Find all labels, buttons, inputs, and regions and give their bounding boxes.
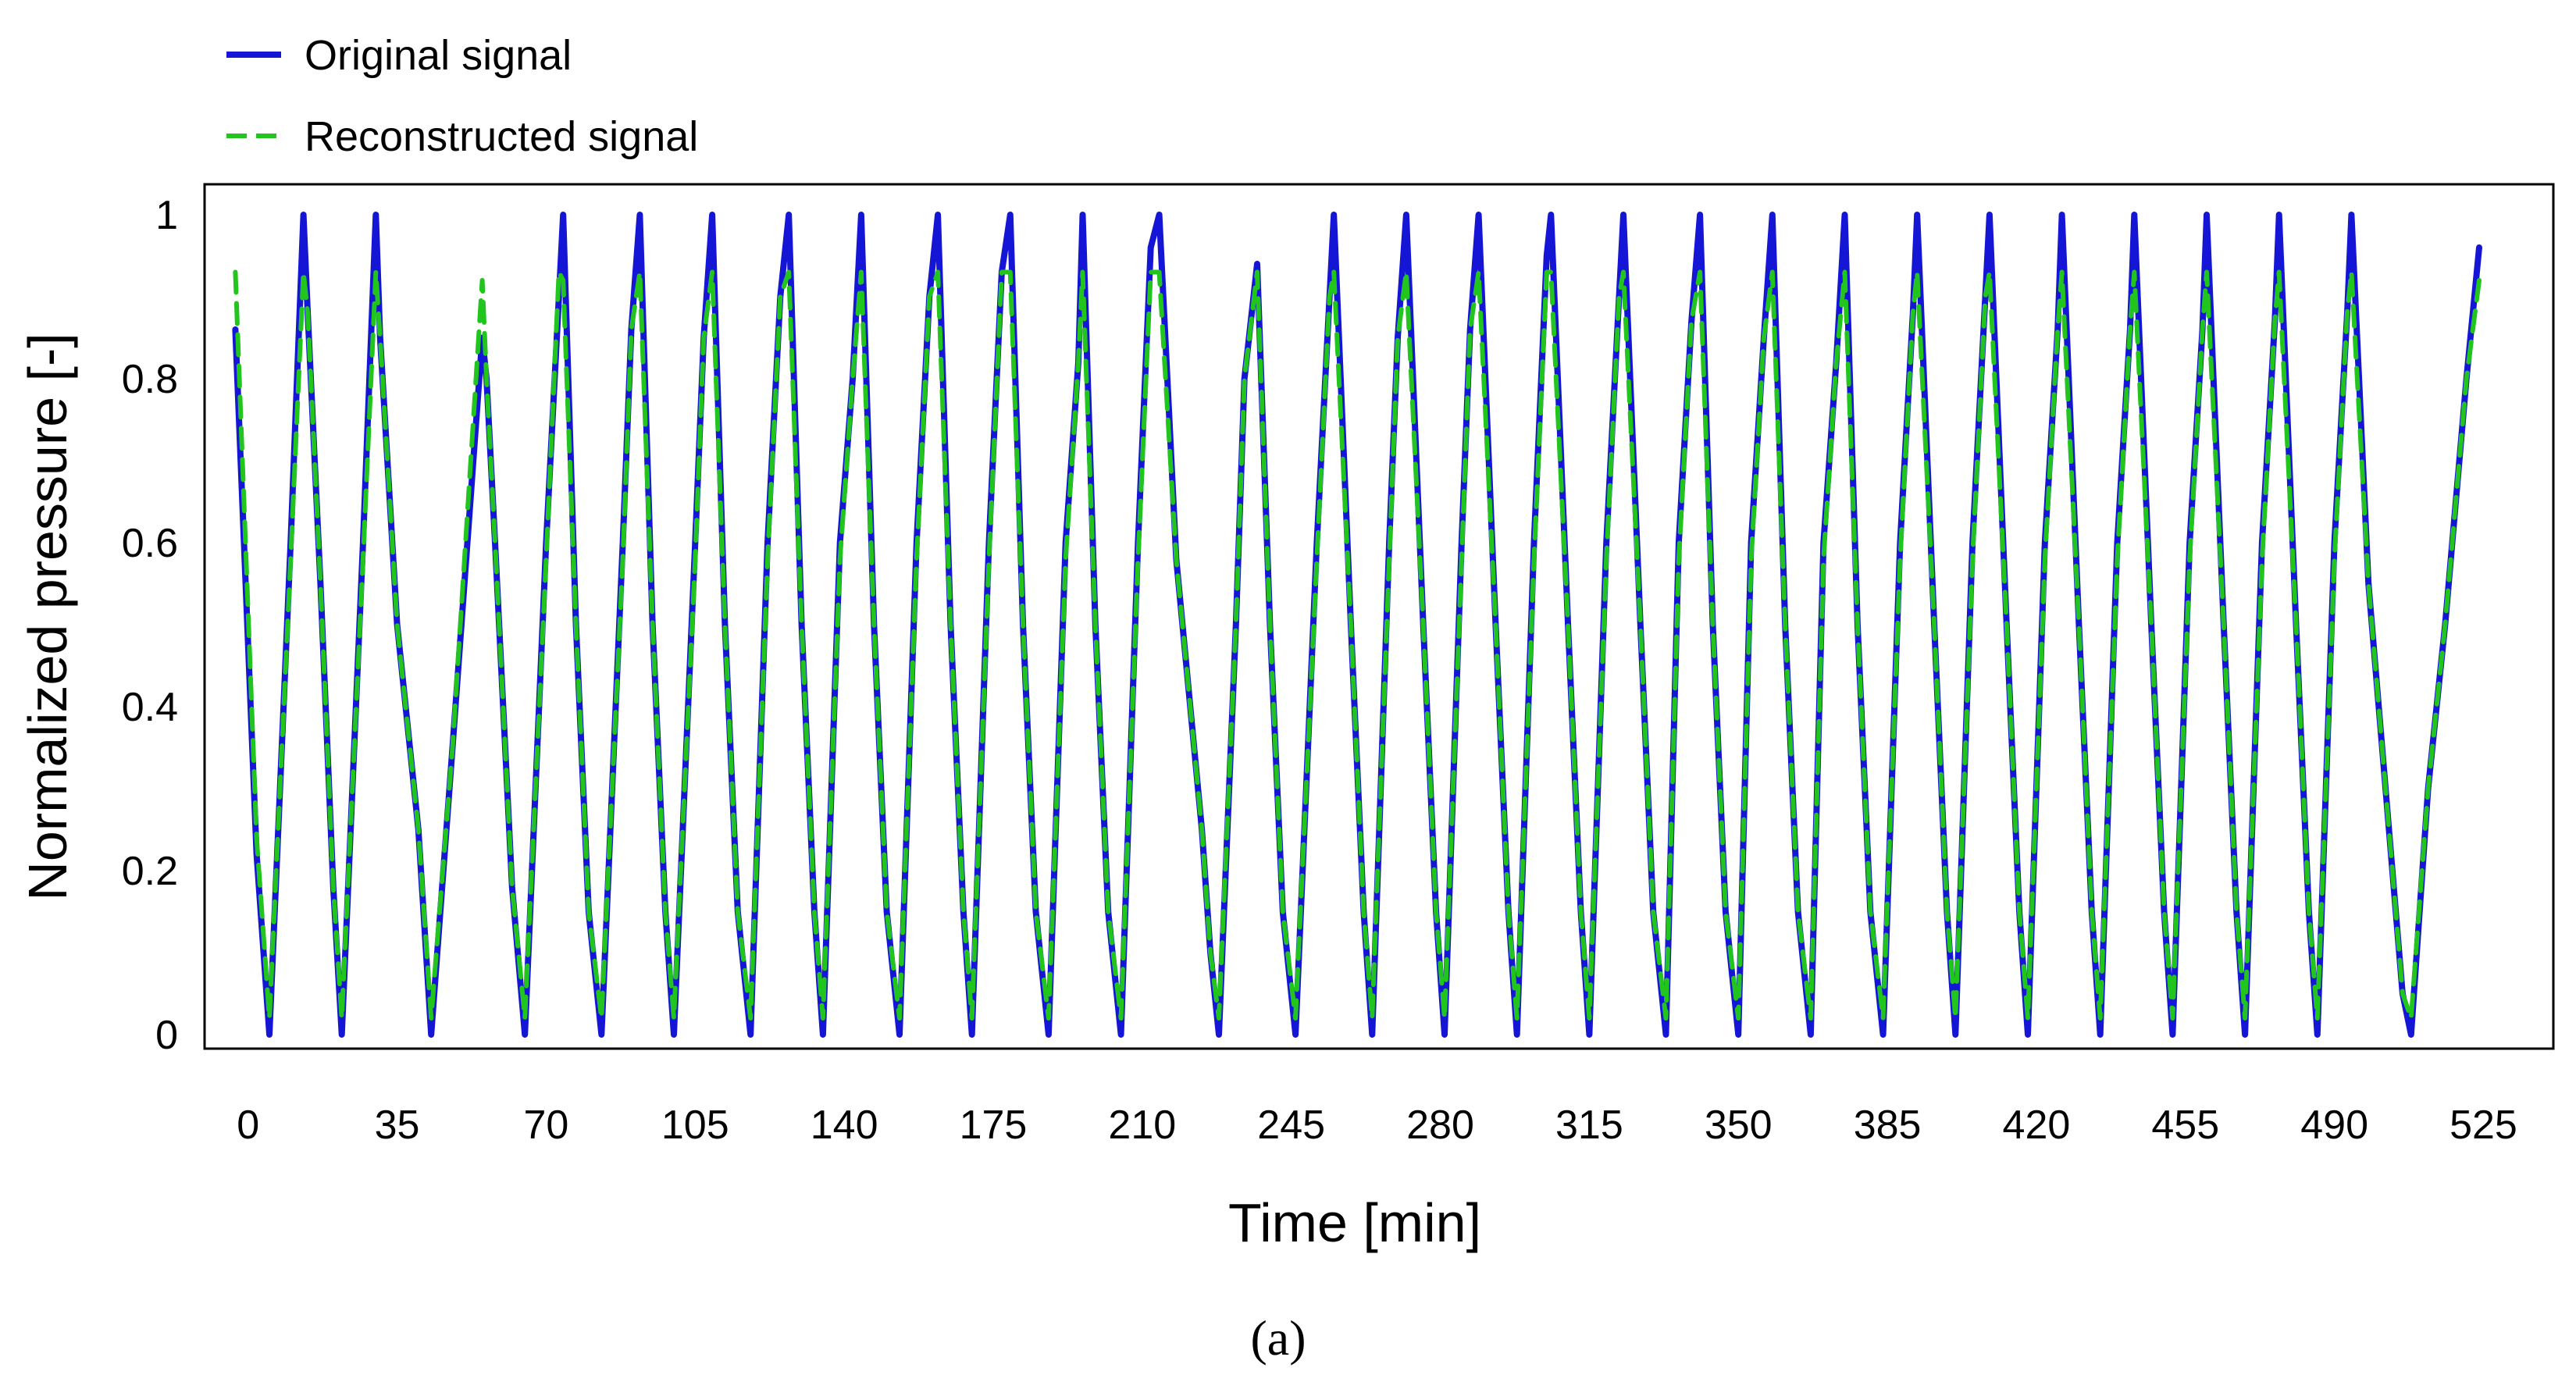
x-tick-label: 105 bbox=[661, 1103, 729, 1148]
y-tick-label: 0.4 bbox=[122, 685, 178, 730]
x-tick-label: 245 bbox=[1257, 1103, 1325, 1148]
x-tick-label: 490 bbox=[2300, 1103, 2368, 1148]
x-tick-label: 525 bbox=[2450, 1103, 2517, 1148]
x-tick-label: 280 bbox=[1406, 1103, 1474, 1148]
x-tick-label: 315 bbox=[1555, 1103, 1623, 1148]
x-tick-label: 350 bbox=[1705, 1103, 1773, 1148]
x-tick-label: 385 bbox=[1854, 1103, 1922, 1148]
panel-label: (a) bbox=[1250, 1310, 1306, 1366]
y-tick-label: 0 bbox=[155, 1013, 178, 1058]
x-tick-label: 210 bbox=[1108, 1103, 1176, 1148]
x-tick-label: 175 bbox=[960, 1103, 1028, 1148]
x-tick-label: 70 bbox=[523, 1103, 568, 1148]
y-tick-label: 0.6 bbox=[122, 521, 178, 566]
y-tick-label: 0.8 bbox=[122, 357, 178, 402]
x-tick-label: 455 bbox=[2151, 1103, 2219, 1148]
x-axis-label: Time [min] bbox=[1228, 1192, 1481, 1253]
legend-label-original: Original signal bbox=[305, 32, 572, 79]
legend-label-reconstructed: Reconstructed signal bbox=[305, 113, 698, 160]
legend: Original signal Reconstructed signal bbox=[226, 32, 698, 160]
x-tick-label: 140 bbox=[811, 1103, 878, 1148]
series-reconstructed-line bbox=[233, 269, 2482, 1021]
x-tick-label: 35 bbox=[375, 1103, 420, 1148]
series-original-line bbox=[232, 212, 2482, 1038]
x-tick-label: 420 bbox=[2003, 1103, 2071, 1148]
plot-frame bbox=[203, 183, 2555, 1050]
x-axis-ticks: 0 35 70 105 140 175 210 245 280 315 350 385 420 455 49… bbox=[237, 1103, 2517, 1148]
y-axis-label: Normalized pressure [-] bbox=[17, 333, 78, 900]
series-layer bbox=[232, 212, 2482, 1038]
y-tick-label: 1 bbox=[155, 193, 178, 238]
y-tick-label: 0.2 bbox=[122, 849, 178, 894]
x-tick-label: 0 bbox=[237, 1103, 259, 1148]
y-axis-ticks: 0 0.2 0.4 0.6 0.8 1 bbox=[122, 193, 178, 1058]
